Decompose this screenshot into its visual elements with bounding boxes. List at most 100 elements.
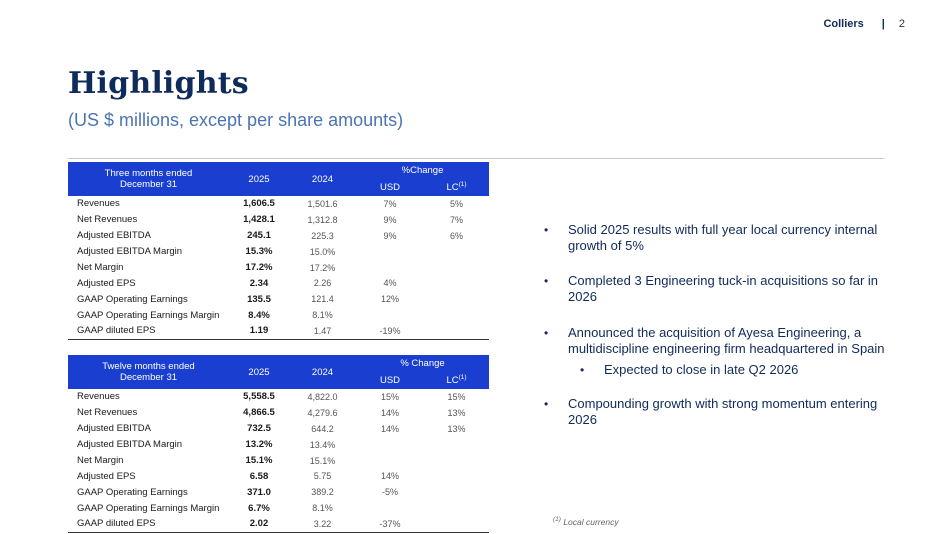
row-metric: Adjusted EBITDA Margin	[77, 246, 183, 258]
row-metric: GAAP diluted EPS	[68, 323, 229, 340]
row-metric: Revenues	[77, 198, 120, 210]
highlight-subitem: • Expected to close in late Q2 2026	[542, 362, 907, 378]
row-metric: Net Margin	[77, 455, 124, 466]
row-2024-value: 13.4%	[309, 439, 336, 450]
row-2024-value: 2.26	[313, 278, 332, 289]
table-header-2025: 2025	[229, 162, 289, 196]
row-2025-value: 1.19	[229, 323, 289, 340]
row-2024-value: 644.2	[311, 423, 334, 434]
row-usd-change: 7%	[383, 198, 397, 209]
table-row: Net Revenues 1,428.1 1,312.8 9% 7%	[68, 212, 489, 228]
table-header-pct-change: % Change	[356, 355, 489, 372]
row-usd-change: 15%	[380, 391, 399, 402]
row-lc-change: 15%	[447, 391, 466, 402]
table-row: GAAP diluted EPS 1.19 1.47 -19%	[68, 323, 490, 340]
row-usd-change	[356, 244, 424, 260]
row-usd-change	[356, 307, 424, 323]
row-lc-change	[424, 484, 489, 500]
table-row: Adjusted EBITDA Margin 13.2% 13.4%	[68, 437, 489, 453]
row-metric: GAAP Operating Earnings Margin	[77, 502, 220, 514]
table-row: Adjusted EPS 6.58 5.75 14%	[68, 468, 489, 484]
period-label-line2: December 31	[119, 179, 178, 190]
row-2024-value: 8.1%	[312, 503, 333, 514]
highlight-item: • Announced the acquisition of Ayesa Eng…	[542, 325, 907, 357]
highlight-item: • Solid 2025 results with full year loca…	[542, 222, 907, 254]
brand-name: Colliers	[823, 18, 864, 30]
row-2024-value: 15.1%	[309, 455, 336, 466]
row-metric: GAAP Operating Earnings	[77, 293, 188, 305]
bullet-icon: •	[544, 274, 549, 288]
table-row: Adjusted EBITDA 732.5 644.2 14% 13%	[68, 421, 489, 437]
row-2025-value: 15.1%	[245, 455, 273, 466]
row-metric: Net Margin	[77, 262, 124, 273]
highlight-item: • Completed 3 Engineering tuck-in acquis…	[542, 273, 907, 305]
table-header-lc: LC(1)	[424, 372, 489, 389]
row-lc-change: 7%	[450, 214, 464, 225]
bullet-icon: •	[580, 363, 585, 377]
page-number: 2	[898, 18, 905, 30]
row-lc-change	[424, 323, 490, 340]
footnote-mark: (1)	[553, 516, 561, 524]
row-metric: GAAP Operating Earnings Margin	[77, 309, 220, 321]
row-2024-value: 15.0%	[309, 246, 336, 257]
row-lc-change	[424, 437, 489, 453]
row-lc-change	[424, 260, 489, 276]
table-header-period: Twelve months ended December 31	[68, 355, 229, 389]
row-metric: Adjusted EBITDA	[77, 423, 151, 435]
row-lc-change	[424, 516, 489, 533]
row-usd-change: 9%	[383, 214, 397, 225]
row-usd-change	[356, 437, 424, 453]
three-month-table: Three months ended December 31 2025 2024…	[68, 162, 490, 340]
row-usd-change: 4%	[383, 278, 397, 289]
row-usd-change: 9%	[383, 230, 397, 241]
row-2025-value: 15.3%	[245, 246, 273, 258]
row-2024-value: 389.2	[311, 487, 334, 498]
row-lc-change: 13%	[447, 407, 466, 418]
table-row: GAAP Operating Earnings Margin 6.7% 8.1%	[68, 500, 489, 516]
period-label-line1: Three months ended	[104, 168, 193, 179]
footnote: (1) Local currency	[553, 516, 619, 527]
table-header-period: Three months ended December 31	[68, 162, 229, 196]
table-row: Revenues 5,558.5 4,822.0 15% 15%	[68, 389, 489, 405]
row-2025-value: 371.0	[247, 486, 271, 498]
footnote-text: Local currency	[560, 517, 619, 527]
table-row: Net Revenues 4,866.5 4,279.6 14% 13%	[68, 405, 489, 421]
row-2024-value: 1,501.6	[307, 198, 338, 209]
table-header-usd: USD	[356, 372, 424, 389]
row-lc-change	[424, 468, 489, 484]
table-header-usd: USD	[356, 179, 424, 196]
row-metric: Adjusted EPS	[77, 277, 136, 289]
row-metric: GAAP diluted EPS	[68, 516, 229, 533]
highlight-text: Compounding growth with strong momentum …	[568, 396, 878, 427]
row-2024-value: 17.2%	[309, 262, 336, 273]
row-metric: Adjusted EBITDA Margin	[77, 439, 183, 451]
row-usd-change: 14%	[380, 423, 399, 434]
row-usd-change: 12%	[380, 294, 399, 305]
table-header-2024: 2024	[289, 162, 356, 196]
row-lc-change	[424, 453, 489, 469]
row-2024-value: 1.47	[289, 323, 356, 340]
row-2025-value: 135.5	[247, 293, 271, 305]
row-2025-value: 13.2%	[245, 439, 273, 451]
row-2025-value: 17.2%	[245, 262, 273, 273]
row-lc-change: 6%	[450, 230, 464, 241]
row-lc-change	[424, 291, 489, 307]
lc-label: LC	[446, 182, 459, 193]
row-lc-change	[424, 275, 489, 291]
bullet-icon: •	[544, 326, 549, 340]
bullet-icon: •	[544, 397, 549, 411]
page-subtitle: (US $ millions, except per share amounts…	[68, 110, 404, 130]
row-lc-change	[424, 500, 489, 516]
header-separator: |	[881, 18, 885, 30]
table-row: Adjusted EBITDA Margin 15.3% 15.0%	[68, 244, 489, 260]
row-usd-change: -5%	[381, 487, 398, 498]
row-2025-value: 5,558.5	[243, 391, 275, 403]
row-lc-change: 13%	[447, 423, 466, 434]
row-2024-value: 4,279.6	[307, 407, 338, 418]
row-2025-value: 6.7%	[248, 502, 270, 514]
row-2024-value: 5.75	[313, 471, 332, 482]
table-row: Adjusted EPS 2.34 2.26 4%	[68, 275, 489, 291]
row-2025-value: 8.4%	[248, 309, 270, 321]
highlight-text: Announced the acquisition of Ayesa Engin…	[568, 325, 885, 356]
row-2024-value: 121.4	[311, 294, 334, 305]
